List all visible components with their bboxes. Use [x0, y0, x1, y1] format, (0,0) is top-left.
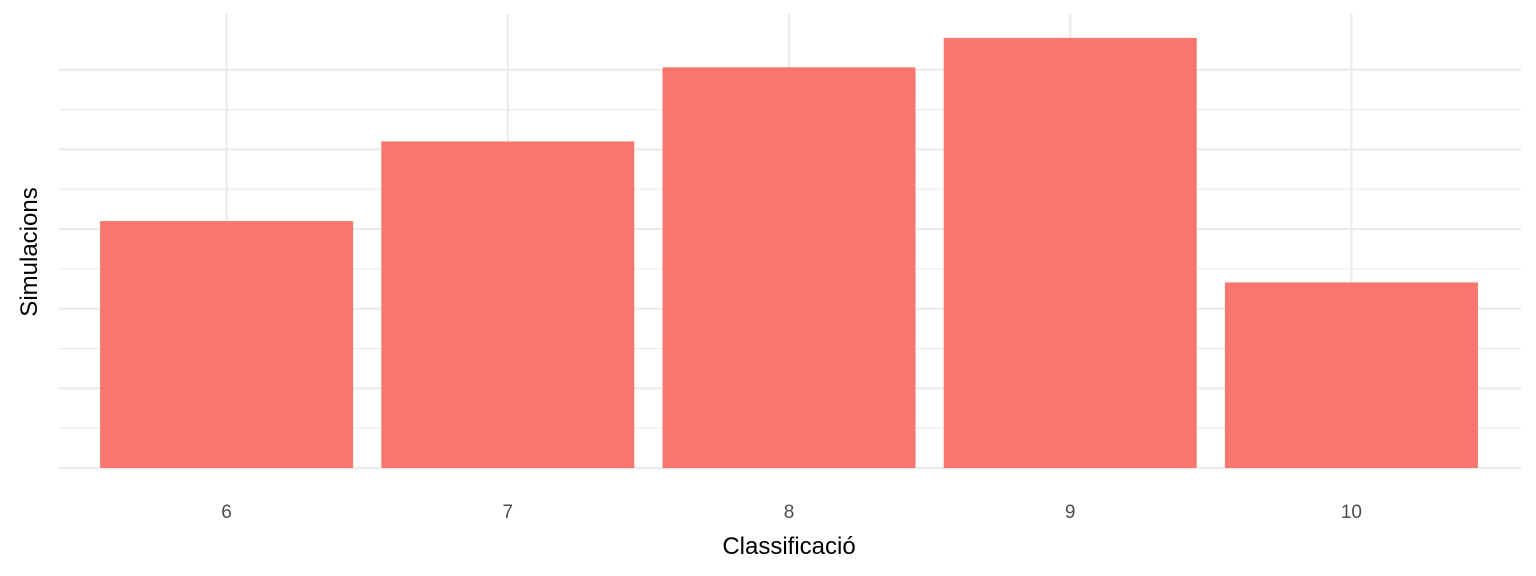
bar-9 [943, 37, 1197, 468]
bar-7 [381, 141, 635, 468]
x-tick-label: 9 [1065, 502, 1076, 523]
bars [100, 37, 1478, 468]
bar-8 [662, 67, 916, 468]
x-axis-title: Classificació [722, 533, 855, 560]
bar-10 [1224, 282, 1478, 468]
x-tick-label: 10 [1341, 502, 1362, 523]
x-tick-label: 7 [503, 502, 514, 523]
bar-6 [100, 221, 354, 468]
y-axis-title: Simulacions [16, 187, 43, 316]
x-tick-label: 6 [221, 502, 232, 523]
x-tick-label: 8 [784, 502, 795, 523]
x-tick-labels: 6 7 8 9 10 [221, 502, 1362, 523]
